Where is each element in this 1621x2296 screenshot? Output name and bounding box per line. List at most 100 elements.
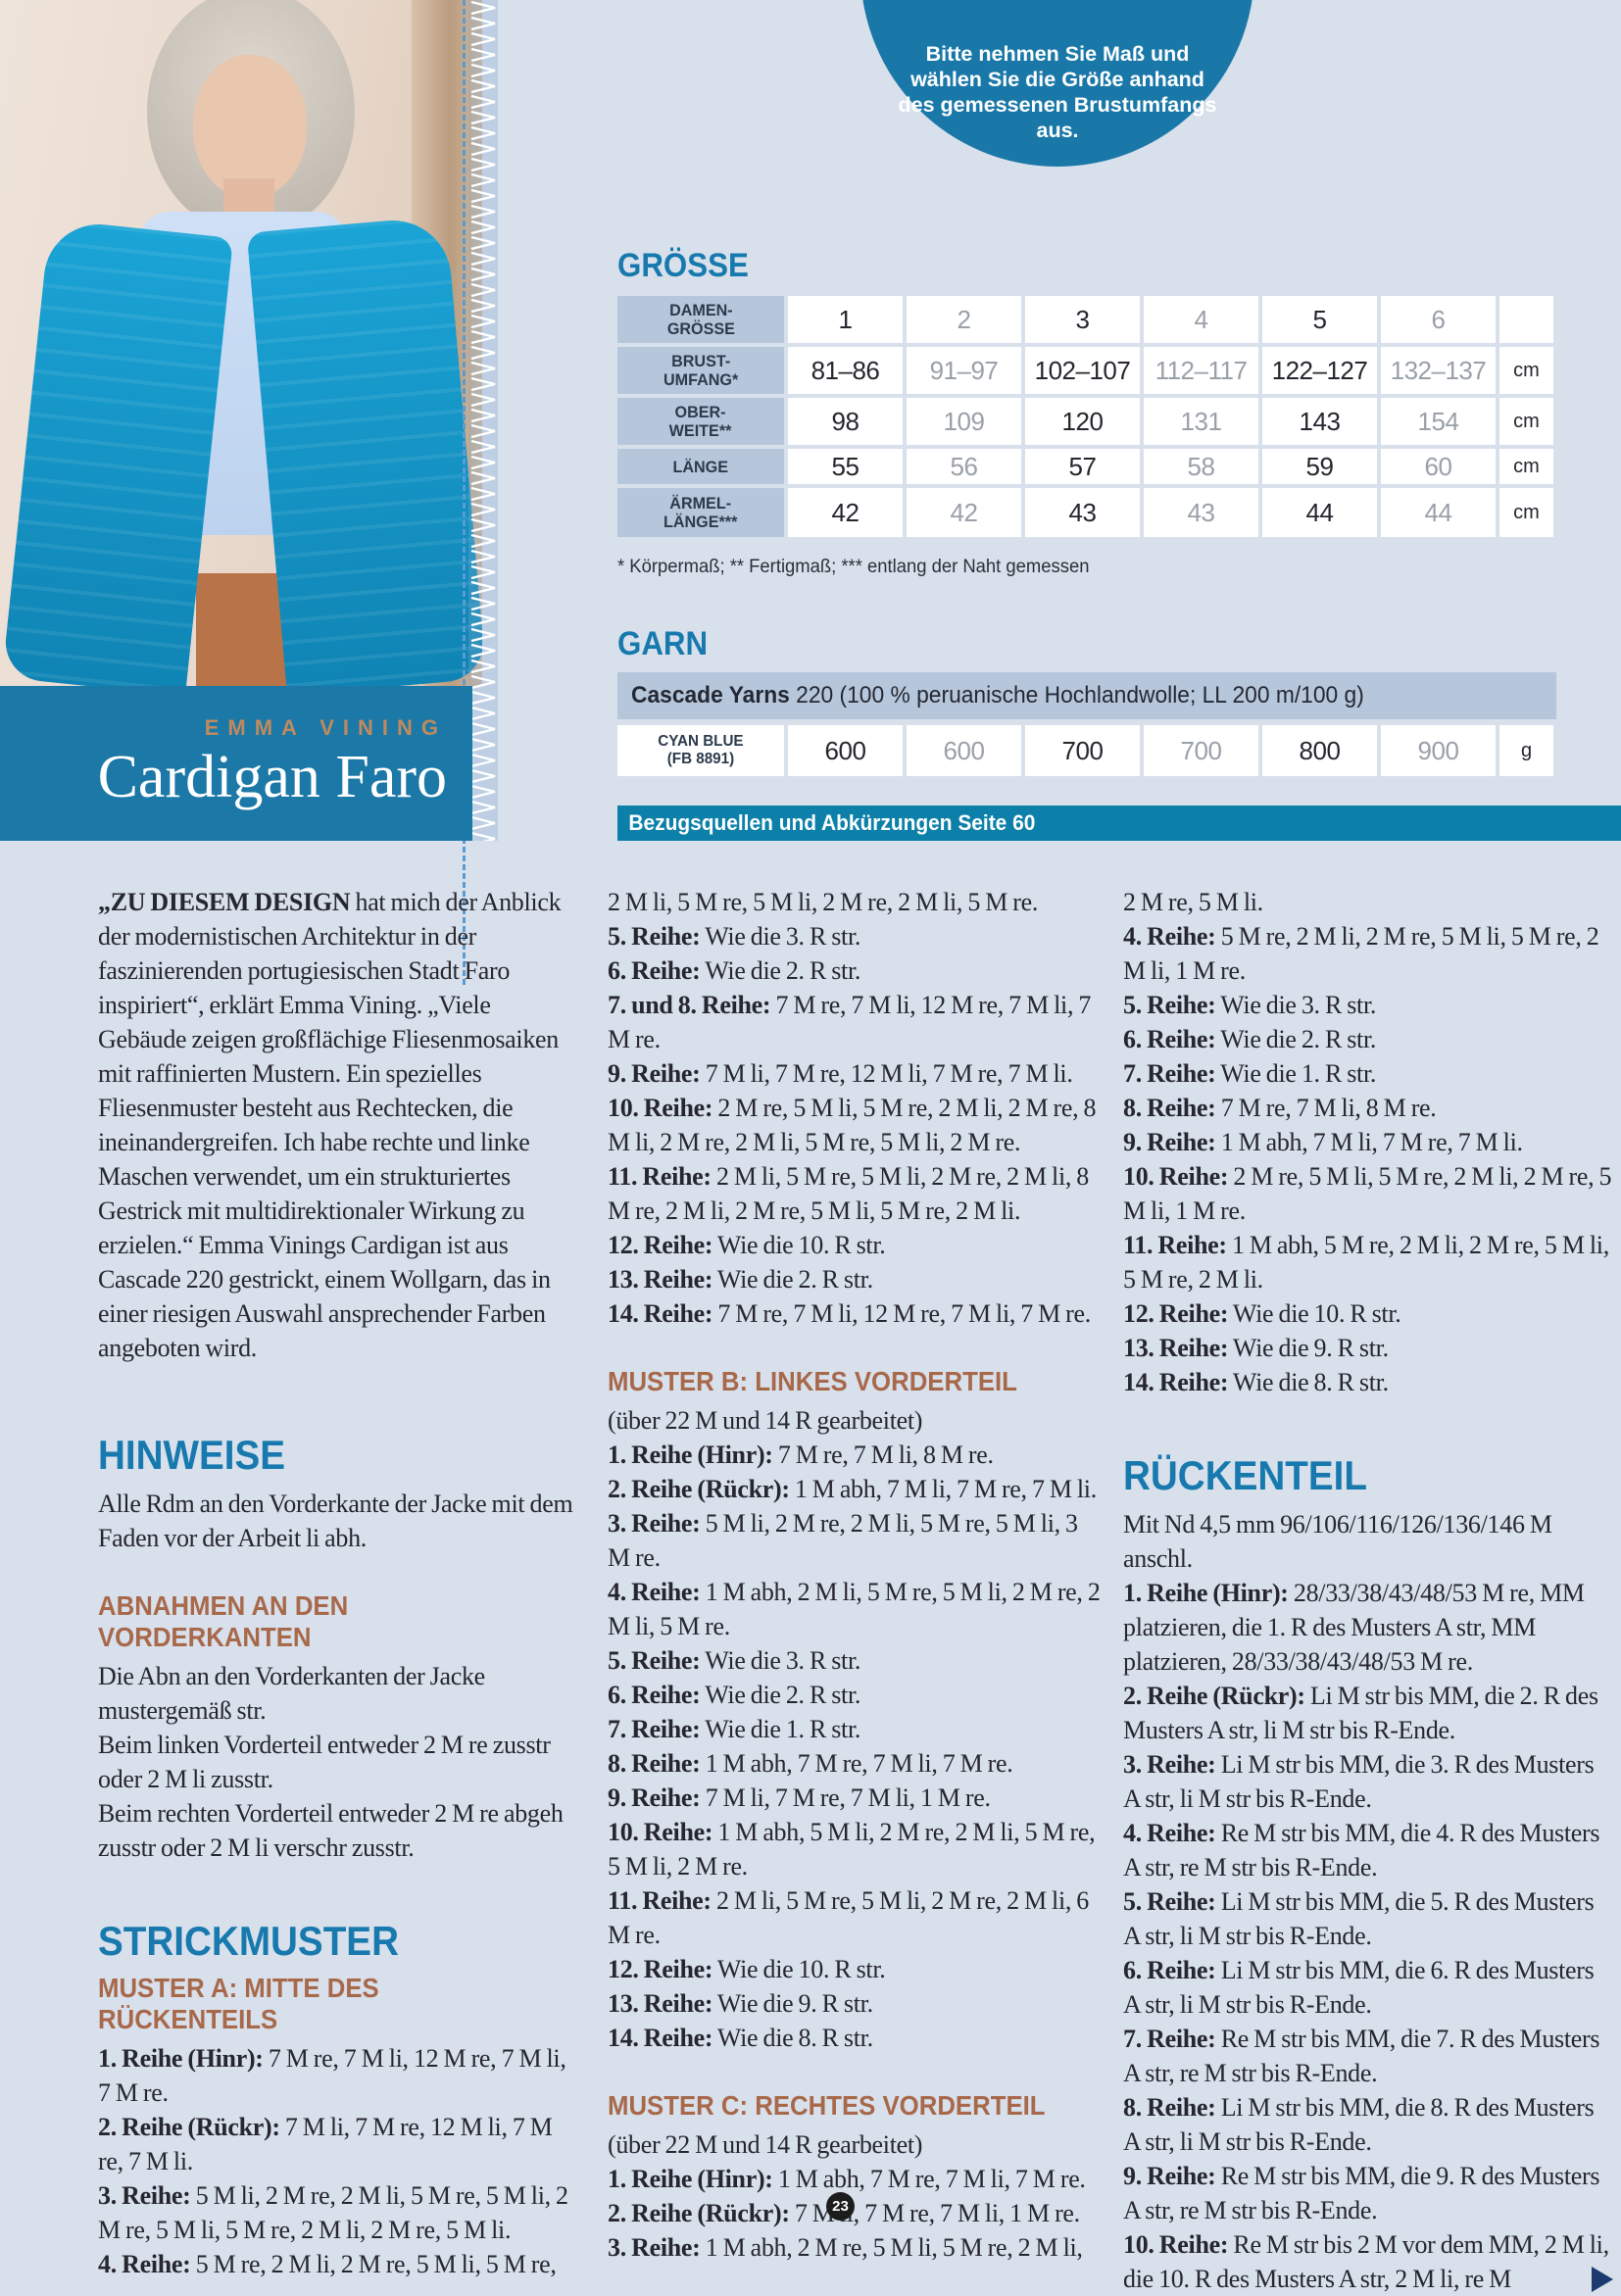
pattern-line: Beim linken Vorderteil entweder 2 M re z… xyxy=(98,1728,580,1796)
pattern-line-lead: 3. Reihe: xyxy=(1123,1750,1216,1779)
pattern-line: 6. Reihe: Wie die 2. R str. xyxy=(608,1678,1103,1712)
pattern-line: 10. Reihe: 1 M abh, 5 M li, 2 M re, 2 M … xyxy=(608,1815,1103,1883)
pattern-line: 14. Reihe: Wie die 8. R str. xyxy=(608,2021,1103,2055)
pattern-line-text: Wie die 9. R str. xyxy=(712,1989,873,2018)
size-value: 6 xyxy=(1381,296,1496,343)
title-banner: EMMA VINING Cardigan Faro xyxy=(0,686,472,841)
size-row-label: DAMEN- GRÖSSE xyxy=(617,296,784,343)
pattern-line: 7. Reihe: Re M str bis MM, die 7. R des … xyxy=(1123,2022,1613,2090)
pattern-line-lead: 7. und 8. Reihe: xyxy=(608,991,771,1019)
size-value: 42 xyxy=(907,488,1021,537)
pattern-line-lead: 2. Reihe (Rückr): xyxy=(608,1475,790,1503)
size-value: 4 xyxy=(1144,296,1258,343)
pattern-line-lead: 2. Reihe (Rückr): xyxy=(1123,1682,1305,1710)
pattern-line: 9. Reihe: 1 M abh, 7 M li, 7 M re, 7 M l… xyxy=(1123,1125,1613,1159)
pattern-line-lead: 10. Reihe: xyxy=(608,1094,713,1122)
continuation-arrow-icon xyxy=(1592,2267,1613,2292)
garn-color-row: CYAN BLUE (FB 8891) 600 600 700 700 800 900 g xyxy=(617,725,1556,776)
pattern-line-text: Die Abn an den Vorderkanten der Jacke mu… xyxy=(98,1662,485,1725)
cardigan-right-front xyxy=(246,216,482,686)
pattern-line-lead: 2. Reihe (Rückr): xyxy=(98,2113,280,2141)
size-advice-text: Bitte nehmen Sie Maß und wählen Sie die … xyxy=(898,42,1217,142)
pattern-line-text: Wie die 1. R str. xyxy=(1215,1059,1377,1088)
pattern-line: 12. Reihe: Wie die 10. R str. xyxy=(608,1952,1103,1986)
pattern-line-text: (über 22 M und 14 R gearbeitet) xyxy=(608,1406,923,1435)
pattern-line: 12. Reihe: Wie die 10. R str. xyxy=(1123,1296,1613,1331)
pattern-line-text: 7 M re, 7 M li, 8 M re. xyxy=(772,1441,994,1469)
size-value: 43 xyxy=(1144,488,1258,537)
pattern-line-lead: 9. Reihe: xyxy=(1123,1128,1216,1156)
pattern-line: (über 22 M und 14 R gearbeitet) xyxy=(608,2127,1103,2162)
pattern-line: 7. Reihe: Wie die 1. R str. xyxy=(608,1712,1103,1746)
garn-amount: 700 xyxy=(1144,725,1258,776)
pattern-line-lead: „ZU DIESEM DESIGN xyxy=(98,888,351,916)
pattern-line-text: Wie die 10. R str. xyxy=(712,1231,886,1259)
pattern-line: 14. Reihe: Wie die 8. R str. xyxy=(1123,1365,1613,1399)
pattern-line: 2 M re, 5 M li. xyxy=(1123,885,1613,919)
designer-name: EMMA VINING xyxy=(204,715,447,740)
pattern-line-text: 1 M abh, 2 M li, 5 M re, 5 M li, 2 M re,… xyxy=(608,1578,1101,1640)
pattern-line: 13. Reihe: Wie die 9. R str. xyxy=(608,1986,1103,2021)
pattern-line-text: 2 M re, 5 M li. xyxy=(1123,888,1263,916)
pattern-line-lead: 4. Reihe: xyxy=(1123,922,1216,951)
pattern-line-text: 5 M li, 2 M re, 2 M li, 5 M re, 5 M li, … xyxy=(98,2181,568,2244)
pattern-line-text: Alle Rdm an den Vorderkante der Jacke mi… xyxy=(98,1490,573,1552)
pattern-line: 11. Reihe: 1 M abh, 5 M re, 2 M li, 2 M … xyxy=(1123,1228,1613,1296)
pattern-line-text: Re M str bis MM, die 4. R des Musters A … xyxy=(1123,1819,1600,1881)
pattern-line-text: 5 M re, 2 M li, 2 M re, 5 M li, 5 M re, … xyxy=(1123,922,1599,985)
pattern-line-lead: 11. Reihe: xyxy=(1123,1231,1227,1259)
model-photo xyxy=(0,0,482,686)
reference-bar: Bezugsquellen und Abkürzungen Seite 60 xyxy=(617,806,1621,841)
pattern-line-text: Li M str bis MM, die 3. R des Musters A … xyxy=(1123,1750,1595,1813)
column-right: 2 M re, 5 M li. 4. Reihe: 5 M re, 2 M li,… xyxy=(1123,885,1613,2296)
pattern-line-text: Wie die 3. R str. xyxy=(700,922,861,951)
pattern-line-text: Wie die 2. R str. xyxy=(700,1681,861,1709)
pattern-title: Cardigan Faro xyxy=(97,744,447,810)
pattern-line: 8. Reihe: 1 M abh, 7 M re, 7 M li, 7 M r… xyxy=(608,1746,1103,1781)
size-table-row: LÄNGE 55 56 57 58 59 60 cm xyxy=(617,449,1556,484)
yarn-info-band: Cascade Yarns 220 (100 % peruanische Hoc… xyxy=(617,672,1556,719)
pattern-line: 3. Reihe: Li M str bis MM, die 3. R des … xyxy=(1123,1747,1613,1816)
pattern-line-text: hat mich der Anblick der modernistischen… xyxy=(98,888,562,1362)
pattern-line: 3. Reihe: 5 M li, 2 M re, 2 M li, 5 M re… xyxy=(98,2178,580,2247)
size-value: 112–117 xyxy=(1144,347,1258,394)
pattern-line-lead: 9. Reihe: xyxy=(608,1059,701,1088)
garn-color-label-text: CYAN BLUE (FB 8891) xyxy=(658,733,744,767)
pattern-line-lead: 2. Reihe (Rückr): xyxy=(608,2199,790,2227)
pattern-line: Mit Nd 4,5 mm 96/106/116/126/136/146 M a… xyxy=(1123,1507,1613,1576)
pattern-line-text: 7 M li, 7 M re, 12 M li, 7 M re, 7 M li. xyxy=(98,2113,553,2175)
pattern-line-text: 2 M re, 5 M li, 5 M re, 2 M li, 2 M re, … xyxy=(1123,1162,1612,1225)
size-value: 2 xyxy=(907,296,1021,343)
size-value: 122–127 xyxy=(1262,347,1377,394)
pattern-line: 1. Reihe (Hinr): 1 M abh, 7 M re, 7 M li… xyxy=(608,2162,1103,2196)
pattern-line-text: (über 22 M und 14 R gearbeitet) xyxy=(608,2130,923,2159)
size-value: 91–97 xyxy=(907,347,1021,394)
pattern-line: 4. Reihe: 5 M re, 2 M li, 2 M re, 5 M li… xyxy=(98,2247,580,2281)
section-heading: STRICKMUSTER xyxy=(98,1918,399,1964)
pattern-line-lead: 14. Reihe: xyxy=(608,1299,713,1328)
pattern-line-text: 1 M abh, 5 M li, 2 M re, 2 M li, 5 M re,… xyxy=(608,1818,1096,1881)
column-middle: 2 M li, 5 M re, 5 M li, 2 M re, 2 M li, … xyxy=(608,885,1103,2265)
size-value: 132–137 xyxy=(1381,347,1496,394)
pattern-line: 11. Reihe: 2 M li, 5 M re, 5 M li, 2 M r… xyxy=(608,1159,1103,1228)
pattern-line-text: Li M str bis MM, die 5. R des Musters A … xyxy=(1123,1887,1595,1950)
intro-paragraph: „ZU DIESEM DESIGN hat mich der Anblick d… xyxy=(98,885,580,1365)
pattern-line: 12. Reihe: Wie die 10. R str. xyxy=(608,1228,1103,1262)
page-number: 23 xyxy=(832,2198,849,2215)
pattern-line: 7. Reihe: Wie die 1. R str. xyxy=(1123,1056,1613,1091)
sub-heading: ABNAHMEN AN DEN VORDERKANTEN xyxy=(98,1590,349,1652)
size-value: 59 xyxy=(1262,449,1377,484)
pattern-line: 2. Reihe (Rückr): Li M str bis MM, die 2… xyxy=(1123,1679,1613,1747)
size-unit: cm xyxy=(1499,398,1553,445)
pattern-line: 9. Reihe: 7 M li, 7 M re, 7 M li, 1 M re… xyxy=(608,1781,1103,1815)
pattern-line-lead: 4. Reihe: xyxy=(1123,1819,1216,1847)
reference-bar-text: Bezugsquellen und Abkürzungen Seite 60 xyxy=(628,810,1036,835)
pattern-line-lead: 10. Reihe: xyxy=(1123,2230,1229,2259)
size-value: 3 xyxy=(1025,296,1140,343)
pattern-line-text: Mit Nd 4,5 mm 96/106/116/126/136/146 M a… xyxy=(1123,1510,1552,1573)
pattern-line-text: 7 M li, 7 M re, 7 M li, 1 M re. xyxy=(700,1783,991,1812)
pattern-line-text: 5 M li, 2 M re, 2 M li, 5 M re, 5 M li, … xyxy=(608,1509,1078,1572)
pattern-line-text: Wie die 8. R str. xyxy=(712,2024,873,2052)
pattern-line-text: Wie die 1. R str. xyxy=(700,1715,861,1743)
pattern-line: 6. Reihe: Wie die 2. R str. xyxy=(608,953,1103,988)
